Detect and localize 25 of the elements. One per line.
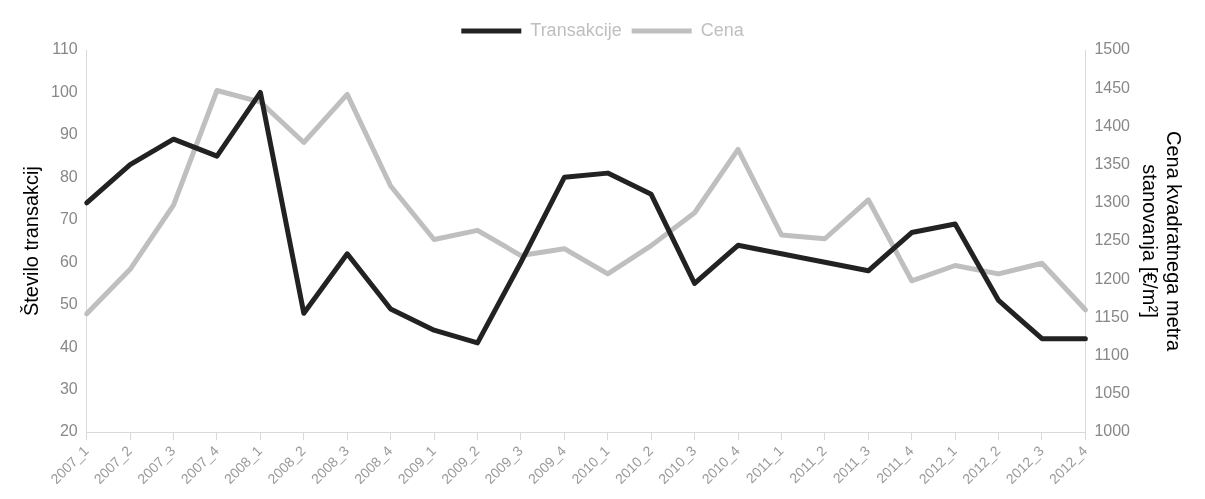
y2-axis-title: Cena kvadratnega metra stanovanja [€/m²] (1139, 130, 1186, 352)
y-tick-label: 70 (59, 210, 78, 228)
y2-tick-label: 1300 (1094, 193, 1131, 211)
y2-tick-label: 1500 (1094, 40, 1131, 58)
y-tick-label: 30 (59, 380, 78, 398)
y2-tick-label: 1100 (1094, 346, 1129, 364)
y2-tick-label: 1200 (1094, 269, 1131, 287)
y2-tick-label: 1400 (1094, 116, 1131, 134)
y-tick-label: 110 (52, 40, 78, 58)
y-tick-label: 50 (59, 295, 78, 313)
y2-tick-label: 1050 (1094, 384, 1131, 402)
y-tick-label: 80 (59, 167, 78, 185)
y2-tick-label: 1350 (1094, 155, 1131, 173)
y2-tick-label: 1150 (1094, 307, 1129, 325)
y2-tick-label: 1450 (1094, 78, 1131, 96)
legend-label: Cena (700, 19, 745, 40)
y2-tick-label: 1000 (1094, 422, 1131, 440)
legend-label: Transakcije (530, 19, 622, 40)
y-tick-label: 20 (59, 422, 78, 440)
y-axis-title: Število transakcij (19, 166, 42, 317)
y-tick-label: 60 (59, 252, 78, 270)
y-tick-label: 40 (59, 337, 78, 355)
y2-tick-label: 1250 (1094, 231, 1131, 249)
y-tick-label: 90 (59, 125, 78, 143)
y-tick-label: 100 (50, 82, 78, 100)
